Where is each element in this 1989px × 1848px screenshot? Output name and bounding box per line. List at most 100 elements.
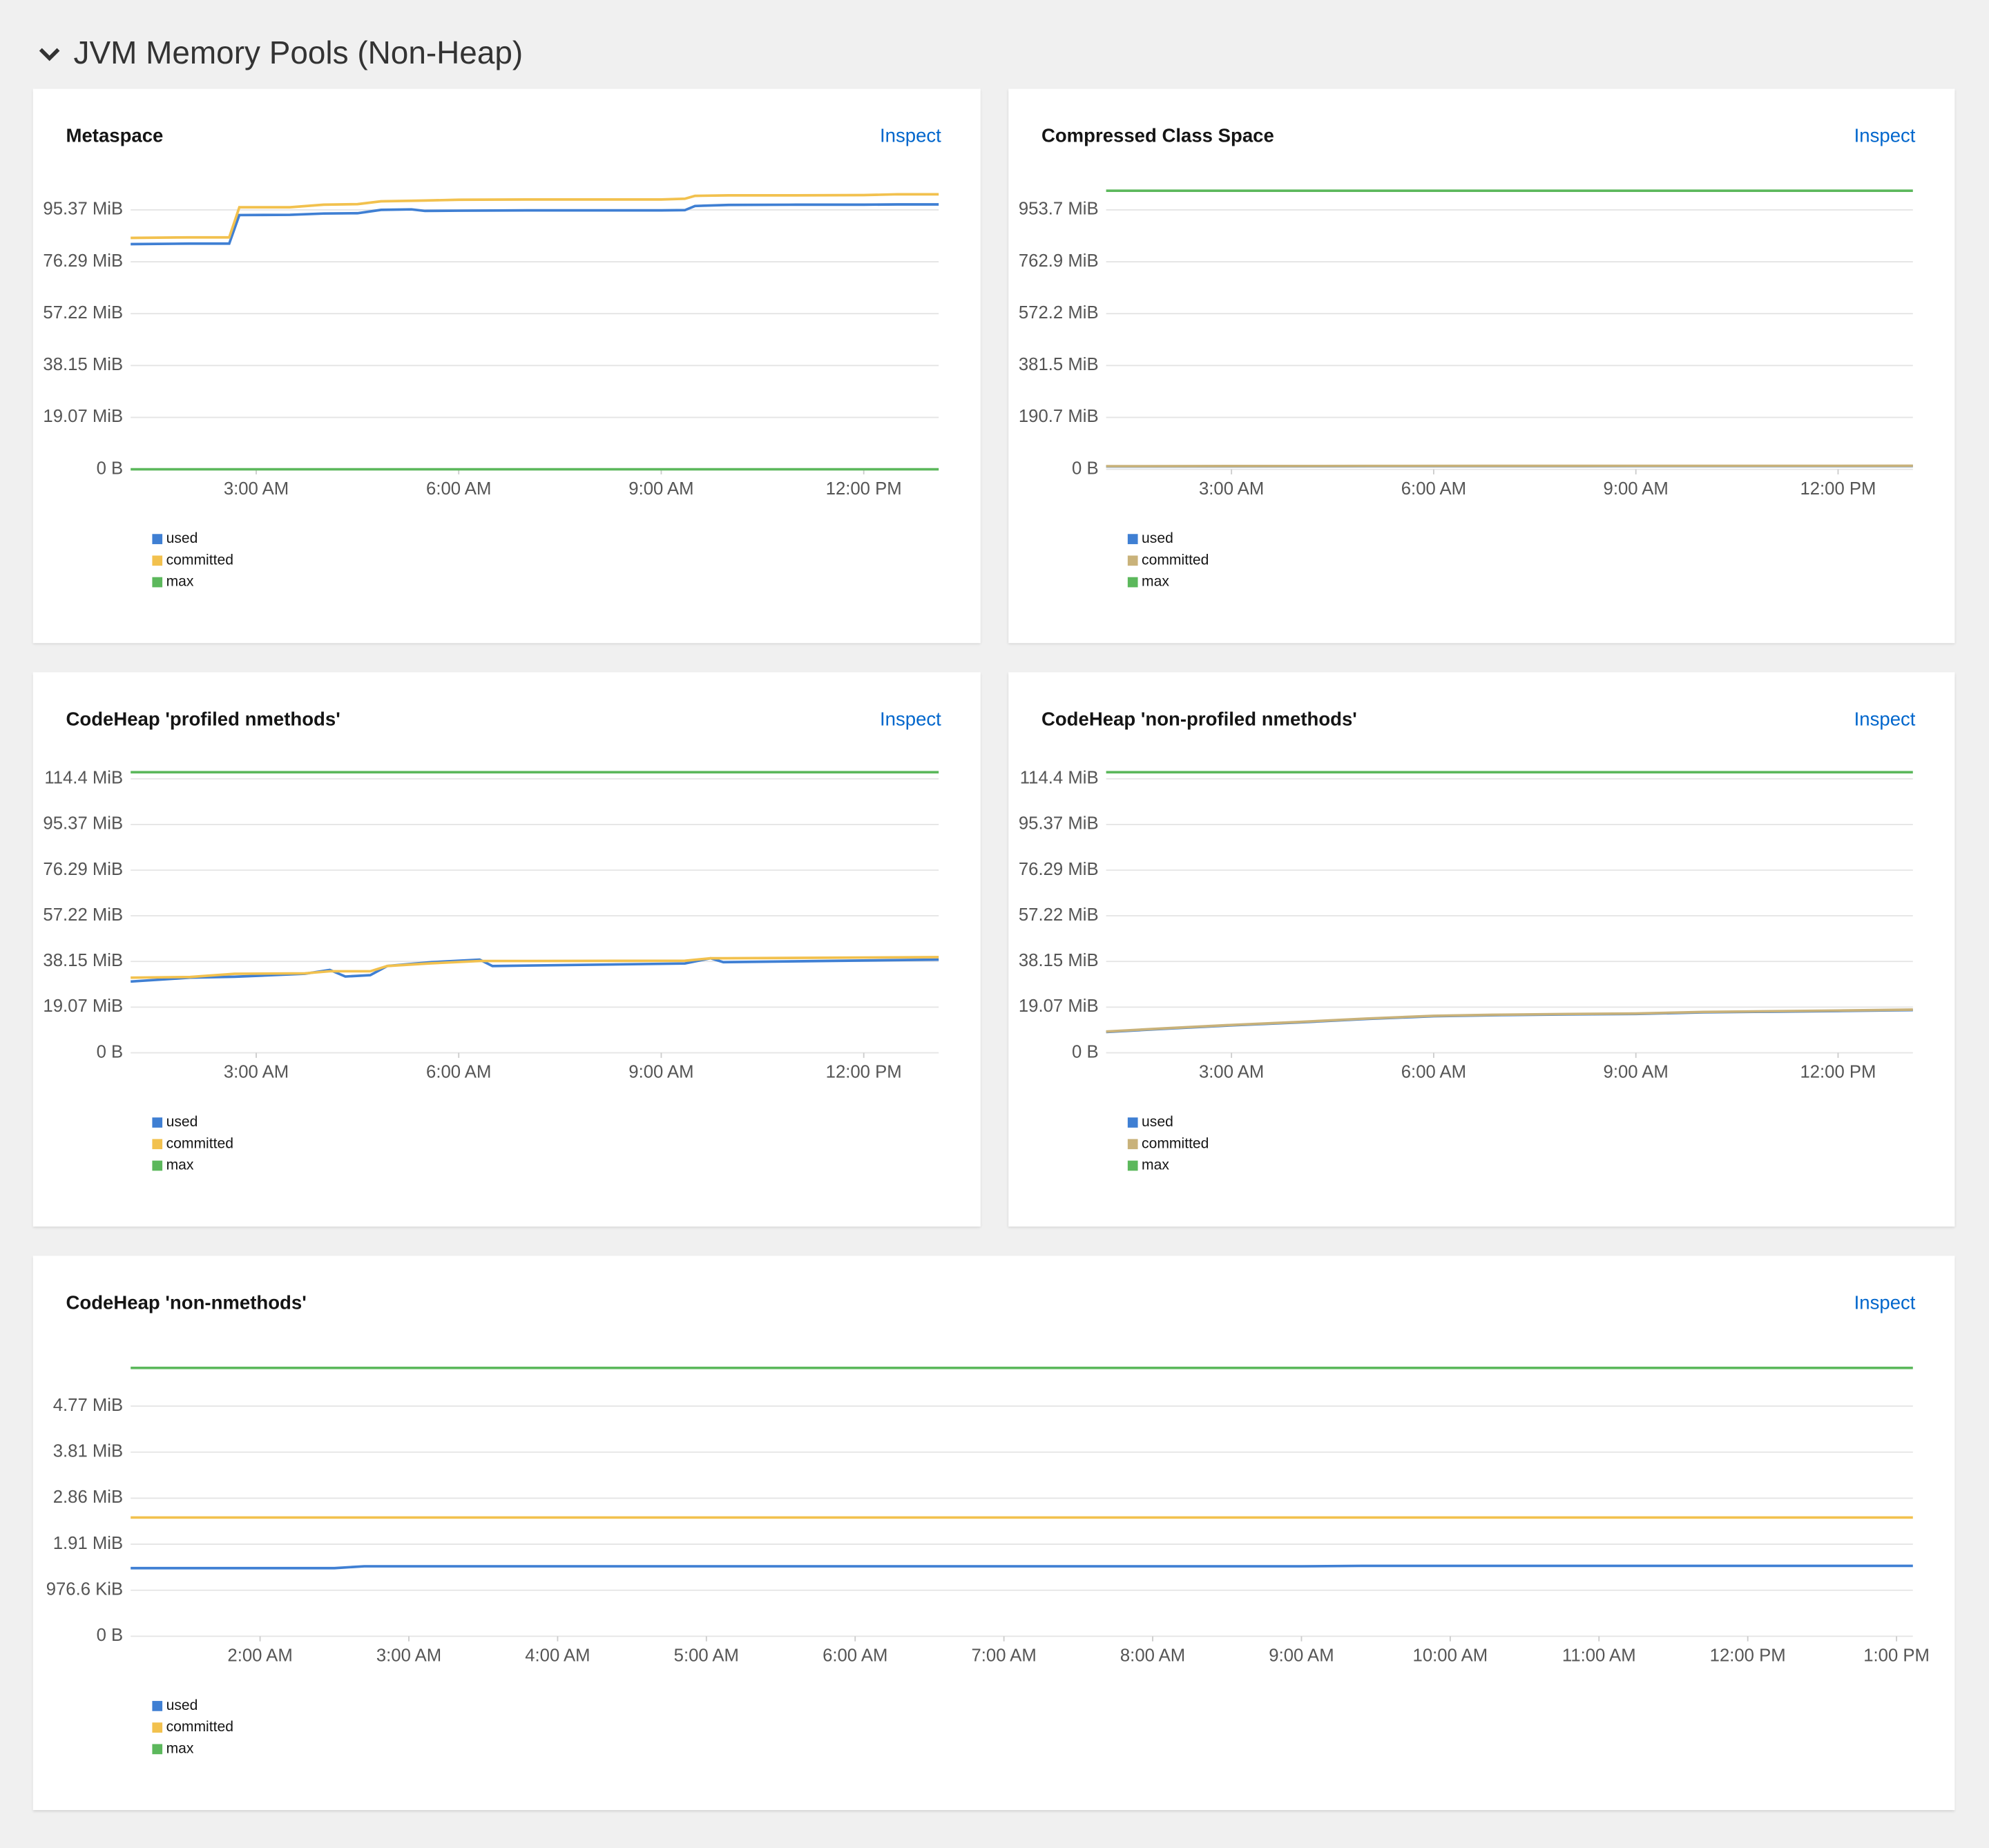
legend-swatch bbox=[1127, 577, 1138, 588]
series-line bbox=[1106, 1008, 1913, 1033]
y-tick-label: 76.29 MiB bbox=[43, 860, 123, 879]
x-tick-label: 9:00 AM bbox=[628, 479, 693, 499]
x-tick-label: 3:00 AM bbox=[224, 1063, 289, 1082]
y-tick-label: 762.9 MiB bbox=[1019, 251, 1099, 271]
legend-label: max bbox=[166, 574, 194, 590]
chart: CodeHeap 'profiled nmethods' Inspect 0 B 19… bbox=[43, 709, 941, 1173]
legend-swatch bbox=[1127, 1160, 1138, 1171]
y-tick-label: 38.15 MiB bbox=[43, 355, 123, 374]
legend-label: used bbox=[1142, 1114, 1173, 1130]
legend-swatch bbox=[152, 1160, 163, 1171]
legend-swatch bbox=[1127, 555, 1138, 566]
x-tick-label: 3:00 AM bbox=[224, 479, 289, 499]
x-tick-label: 9:00 AM bbox=[628, 1063, 693, 1082]
y-tick-label: 114.4 MiB bbox=[1020, 769, 1099, 788]
legend-label: committed bbox=[1142, 1135, 1209, 1151]
y-tick-label: 4.77 MiB bbox=[53, 1396, 123, 1415]
x-tick-label: 12:00 PM bbox=[1800, 1063, 1876, 1082]
x-tick-label: 6:00 AM bbox=[1401, 1063, 1466, 1082]
legend-label: committed bbox=[166, 1719, 233, 1735]
legend-swatch bbox=[152, 1117, 163, 1128]
y-tick-label: 19.07 MiB bbox=[1019, 997, 1099, 1016]
x-tick-label: 11:00 AM bbox=[1562, 1646, 1636, 1666]
chevron-icon bbox=[39, 47, 60, 61]
inspect-link[interactable]: Inspect bbox=[880, 709, 941, 730]
inspect-link[interactable]: Inspect bbox=[1854, 125, 1916, 146]
y-tick-label: 381.5 MiB bbox=[1019, 355, 1099, 374]
inspect-link[interactable]: Inspect bbox=[1854, 709, 1916, 730]
x-tick-label: 9:00 AM bbox=[1604, 479, 1669, 499]
chart-title: CodeHeap 'non-nmethods' bbox=[66, 1291, 307, 1313]
x-tick-label: 4:00 AM bbox=[525, 1646, 590, 1666]
legend-swatch bbox=[152, 534, 163, 544]
x-tick-label: 3:00 AM bbox=[376, 1646, 441, 1666]
series-line bbox=[131, 956, 939, 979]
legend-label: used bbox=[1142, 530, 1173, 546]
y-tick-label: 95.37 MiB bbox=[43, 814, 123, 834]
x-tick-label: 12:00 PM bbox=[826, 479, 902, 499]
y-tick-label: 953.7 MiB bbox=[1019, 200, 1099, 219]
y-tick-label: 76.29 MiB bbox=[1019, 860, 1099, 879]
x-tick-label: 6:00 AM bbox=[823, 1646, 887, 1666]
legend-label: used bbox=[166, 530, 198, 546]
y-tick-label: 976.6 KiB bbox=[46, 1580, 123, 1599]
x-tick-label: 12:00 PM bbox=[1800, 479, 1876, 499]
x-tick-label: 3:00 AM bbox=[1199, 479, 1264, 499]
chart: CodeHeap 'non-profiled nmethods' Inspect 0… bbox=[1019, 709, 1916, 1173]
chart-card: Compressed Class Space Inspect 0 B 190.7 Mi… bbox=[1008, 88, 1955, 644]
y-tick-label: 0 B bbox=[97, 1626, 124, 1645]
legend-swatch bbox=[152, 1722, 163, 1733]
chart-title: CodeHeap 'profiled nmethods' bbox=[66, 709, 340, 730]
y-tick-label: 57.22 MiB bbox=[1019, 905, 1099, 925]
legend-label: used bbox=[166, 1114, 198, 1130]
y-tick-label: 57.22 MiB bbox=[43, 303, 123, 323]
y-tick-label: 95.37 MiB bbox=[43, 200, 123, 219]
chart: CodeHeap 'non-nmethods' Inspect 0 B 976.6 K… bbox=[46, 1291, 1930, 1756]
y-tick-label: 0 B bbox=[97, 1042, 124, 1061]
x-tick-label: 6:00 AM bbox=[1401, 479, 1466, 499]
y-tick-label: 19.07 MiB bbox=[43, 407, 123, 426]
legend-label: used bbox=[166, 1697, 198, 1713]
y-tick-label: 95.37 MiB bbox=[1019, 814, 1099, 834]
legend-label: committed bbox=[1142, 552, 1209, 568]
chart-card: CodeHeap 'non-nmethods' Inspect 0 B 976.6 K… bbox=[32, 1255, 1955, 1811]
y-tick-label: 114.4 MiB bbox=[44, 769, 123, 788]
legend-label: committed bbox=[166, 552, 233, 568]
x-tick-label: 2:00 AM bbox=[227, 1646, 292, 1666]
x-tick-label: 12:00 PM bbox=[826, 1063, 902, 1082]
legend-label: committed bbox=[166, 1135, 233, 1151]
y-tick-label: 0 B bbox=[1072, 1042, 1099, 1061]
y-tick-label: 76.29 MiB bbox=[43, 251, 123, 271]
chart-title: Metaspace bbox=[66, 125, 164, 146]
x-tick-label: 7:00 AM bbox=[971, 1646, 1036, 1666]
y-tick-label: 0 B bbox=[97, 459, 124, 478]
x-tick-label: 1:00 PM bbox=[1863, 1646, 1930, 1666]
series-line bbox=[131, 193, 939, 240]
series-line bbox=[131, 203, 939, 246]
chart-title: CodeHeap 'non-profiled nmethods' bbox=[1041, 709, 1357, 730]
x-tick-label: 10:00 AM bbox=[1413, 1646, 1488, 1666]
inspect-link[interactable]: Inspect bbox=[1854, 1291, 1916, 1313]
legend-swatch bbox=[152, 1701, 163, 1711]
y-tick-label: 190.7 MiB bbox=[1019, 407, 1099, 426]
x-tick-label: 12:00 PM bbox=[1710, 1646, 1786, 1666]
inspect-link[interactable]: Inspect bbox=[880, 125, 941, 146]
y-tick-label: 572.2 MiB bbox=[1019, 303, 1099, 323]
x-tick-label: 6:00 AM bbox=[426, 479, 491, 499]
legend-label: max bbox=[166, 1157, 194, 1173]
y-tick-label: 3.81 MiB bbox=[53, 1442, 123, 1461]
chart: Compressed Class Space Inspect 0 B 190.7 Mi… bbox=[1019, 125, 1916, 590]
y-tick-label: 0 B bbox=[1072, 459, 1099, 478]
y-tick-label: 38.15 MiB bbox=[43, 951, 123, 970]
x-tick-label: 9:00 AM bbox=[1604, 1063, 1669, 1082]
x-tick-label: 5:00 AM bbox=[674, 1646, 739, 1666]
x-tick-label: 8:00 AM bbox=[1120, 1646, 1185, 1666]
section-header[interactable]: JVM Memory Pools (Non-Heap) bbox=[38, 35, 523, 72]
y-tick-label: 19.07 MiB bbox=[43, 997, 123, 1016]
legend-swatch bbox=[1127, 1117, 1138, 1128]
y-tick-label: 57.22 MiB bbox=[43, 905, 123, 925]
legend-swatch bbox=[1127, 1139, 1138, 1150]
y-tick-label: 38.15 MiB bbox=[1019, 951, 1099, 970]
